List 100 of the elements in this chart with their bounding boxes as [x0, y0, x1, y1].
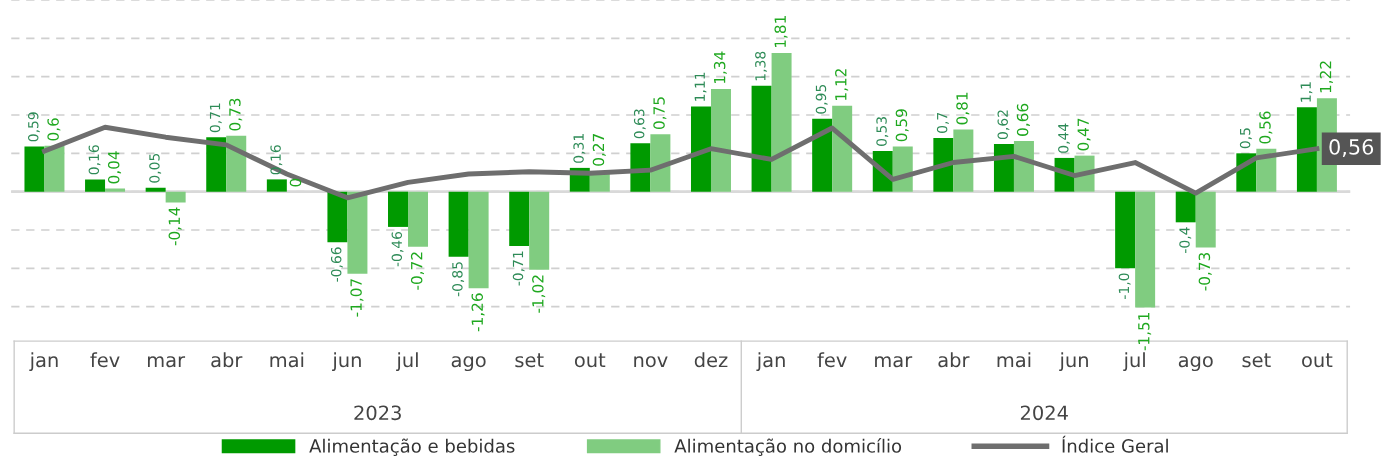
x-tick-label: jun	[1059, 352, 1088, 372]
data-label: 0,6	[47, 118, 61, 141]
data-label: -0,73	[1198, 253, 1212, 291]
bar	[1175, 191, 1196, 223]
bar	[812, 118, 833, 192]
data-label: 0	[289, 178, 302, 187]
x-tick-label: out	[574, 353, 606, 368]
data-label: -1,51	[1138, 312, 1152, 351]
data-label: 1,34	[713, 51, 727, 84]
data-label: 0,47	[1077, 118, 1091, 151]
bar	[327, 191, 348, 243]
data-label: -0,14	[168, 207, 182, 246]
x-tick-label: jun	[332, 352, 361, 372]
text: 2023	[354, 405, 401, 421]
data-label: 0,63	[633, 109, 646, 139]
bar	[509, 191, 530, 247]
bar	[145, 187, 166, 192]
x-tick-label: out	[1302, 353, 1333, 368]
x-tick-label: set	[515, 353, 544, 368]
bar	[529, 191, 550, 270]
data-label: 0,44	[1058, 123, 1070, 153]
text: 2024	[1020, 405, 1068, 421]
legend-label: Índice Geral	[1062, 435, 1168, 453]
bar	[690, 106, 711, 192]
data-label: 0,53	[876, 117, 889, 146]
bar	[710, 88, 731, 192]
bar	[105, 188, 126, 192]
x-tick-label: set	[1242, 353, 1271, 368]
bar	[1135, 191, 1156, 308]
bar	[1115, 191, 1136, 269]
x-tick-label: jul	[1123, 352, 1145, 372]
x-tick-label: jul	[396, 352, 418, 372]
data-label: 1,22	[1319, 61, 1333, 93]
data-label: -0,85	[452, 262, 465, 297]
bar	[468, 191, 489, 289]
data-label: 1,81	[774, 16, 788, 48]
data-label: 0,81	[956, 92, 970, 125]
data-label: 0,59	[27, 112, 40, 142]
data-label: 0,04	[107, 151, 122, 184]
data-label: -0,66	[330, 247, 343, 282]
data-label: -0,71	[512, 251, 525, 286]
data-label: -0,4	[1179, 227, 1192, 253]
x-tick-label: nov	[634, 356, 668, 368]
data-label: -1,26	[471, 293, 485, 332]
data-label: 0,16	[270, 145, 283, 175]
bar	[266, 179, 287, 192]
data-label: 0,73	[229, 98, 243, 131]
bar	[832, 105, 853, 192]
data-label: -1,0	[1118, 273, 1131, 299]
bar	[408, 191, 429, 247]
data-label: 0,95	[815, 84, 828, 114]
bar	[85, 179, 106, 192]
data-label: 0,7	[936, 112, 949, 133]
x-tick-label: jan	[29, 352, 58, 372]
data-label: 0,56	[1329, 139, 1374, 157]
x-tick-label: mai	[270, 352, 304, 368]
data-label: 0,16	[88, 145, 101, 175]
bar	[226, 135, 247, 192]
bar	[1296, 107, 1317, 192]
data-label: 0,5	[1239, 128, 1252, 149]
bar	[771, 52, 792, 192]
bar	[751, 85, 772, 192]
bar	[933, 137, 954, 192]
data-label: 1,1	[1300, 82, 1313, 102]
data-label: -1,07	[350, 279, 364, 317]
x-tick-label: abr	[938, 352, 970, 368]
data-label: 0,05	[149, 153, 162, 183]
data-label: -0,46	[391, 231, 404, 267]
x-tick-label: ago	[451, 356, 486, 372]
x-tick-label: fev	[817, 352, 847, 368]
data-label: 0,62	[997, 110, 1010, 140]
data-label: 0,71	[209, 103, 222, 133]
x-tick-label: dez	[694, 352, 728, 368]
x-tick-label: ago	[1178, 356, 1213, 372]
data-label: -0,72	[410, 252, 425, 290]
bar	[953, 129, 974, 192]
data-label: 1,11	[694, 72, 707, 101]
bar	[44, 145, 65, 192]
x-tick-label: jan	[756, 352, 785, 372]
legend-label: Alimentação e bebidas	[309, 438, 515, 456]
x-tick-label: fev	[90, 352, 120, 368]
x-tick-label: abr	[211, 352, 243, 368]
data-label: 0,75	[653, 97, 667, 129]
data-label: 0,66	[1016, 103, 1030, 136]
bar	[347, 191, 368, 274]
legend-label: Alimentação no domicílio	[674, 438, 902, 456]
data-label: 0,56	[1259, 111, 1273, 144]
bar	[448, 191, 469, 257]
x-tick-label: mar	[875, 356, 913, 368]
bar	[165, 191, 186, 203]
data-label: 1,38	[755, 51, 768, 81]
bar	[24, 146, 45, 192]
bar	[206, 137, 227, 192]
data-label: 0,31	[573, 134, 586, 163]
data-label: -1,02	[532, 275, 546, 313]
bar	[388, 191, 409, 227]
bar	[650, 134, 671, 192]
data-label: 0,27	[592, 134, 606, 166]
bar	[1195, 191, 1216, 248]
data-label: 0,59	[895, 109, 909, 142]
